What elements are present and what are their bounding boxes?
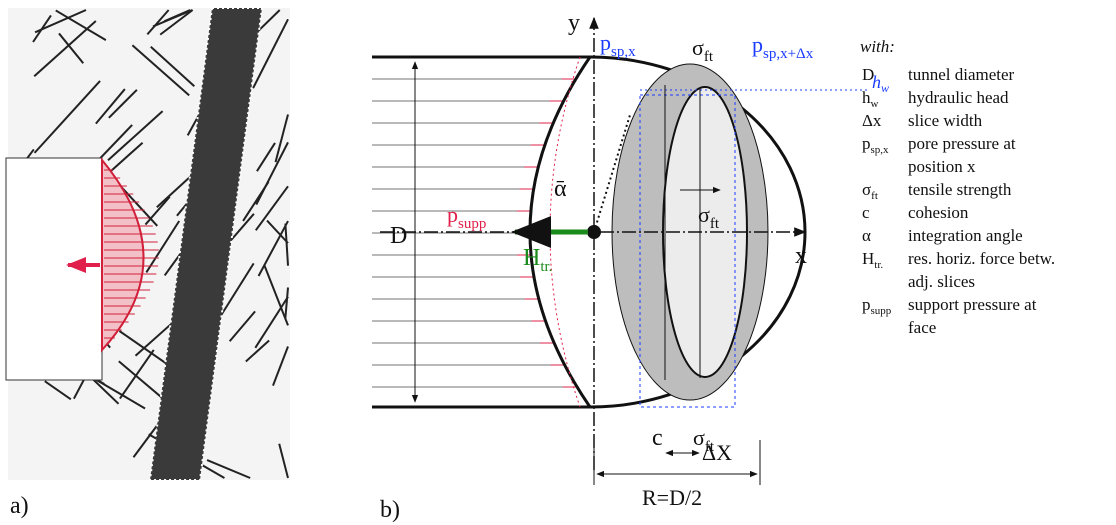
- legend-text: integration angle: [908, 226, 1023, 245]
- symbol-sub: ft: [871, 190, 878, 202]
- legend-text: face: [908, 318, 936, 337]
- panel-label: a): [10, 493, 29, 519]
- symbol-main: σ: [862, 180, 871, 199]
- panel-label: b): [380, 497, 400, 523]
- symbol-sub: tr.: [874, 259, 883, 271]
- legend-symbol: c: [862, 203, 870, 222]
- symbol-sub: sp,x: [871, 144, 890, 156]
- label: σft: [692, 35, 714, 65]
- symbol-main: p: [862, 134, 871, 153]
- axis-label: x: [795, 243, 807, 269]
- legend-symbol: σft: [862, 180, 878, 202]
- panel-a: a): [6, 8, 290, 519]
- legend-text: hydraulic head: [908, 88, 1009, 107]
- legend-text: tunnel diameter: [908, 65, 1015, 84]
- label: psupp: [447, 202, 486, 232]
- symbol-main: H: [862, 249, 874, 268]
- panel-b: y x psp,x σft psp,x+Δx hw ᾱ σft D psupp …: [372, 10, 889, 523]
- axis-label: y: [568, 10, 580, 36]
- legend-symbol: α: [862, 226, 871, 245]
- legend-text: adj. slices: [908, 272, 975, 291]
- label: c: [652, 425, 663, 451]
- label: R=D/2: [642, 485, 702, 510]
- legend-text: tensile strength: [908, 180, 1012, 199]
- legend-symbol: psupp: [862, 295, 892, 317]
- label: ᾱ: [554, 176, 567, 202]
- legend-symbol: Htr.: [862, 249, 883, 271]
- legend-text: support pressure at: [908, 295, 1037, 314]
- legend-symbol: Δx: [862, 111, 882, 130]
- legend-text: cohesion: [908, 203, 969, 222]
- symbol-main: p: [862, 295, 871, 314]
- legend-heading: with:: [860, 37, 895, 56]
- symbol-main: Δx: [862, 111, 882, 130]
- symbol-main: D: [862, 65, 874, 84]
- label: ΔX: [702, 440, 732, 465]
- label: psp,x: [600, 30, 636, 60]
- legend-text: slice width: [908, 111, 983, 130]
- figure: a) y x psp,x σft psp,x+Δx hw ᾱ σft D psu…: [0, 0, 1116, 525]
- symbol-sub: w: [871, 98, 879, 110]
- legend-text: res. horiz. force betw.: [908, 249, 1055, 268]
- label: psp,x+Δx: [752, 32, 814, 62]
- legend-symbol: D: [862, 65, 874, 84]
- symbol-main: c: [862, 203, 870, 222]
- origin: [587, 225, 601, 239]
- legend-text: pore pressure at: [908, 134, 1016, 153]
- symbol-main: α: [862, 226, 871, 245]
- label: hw: [872, 72, 889, 95]
- legend-symbol: psp,x: [862, 134, 889, 156]
- label: D: [390, 223, 407, 249]
- tunnel-opening: [6, 158, 102, 380]
- legend-text: position x: [908, 157, 976, 176]
- symbol-sub: supp: [871, 305, 892, 317]
